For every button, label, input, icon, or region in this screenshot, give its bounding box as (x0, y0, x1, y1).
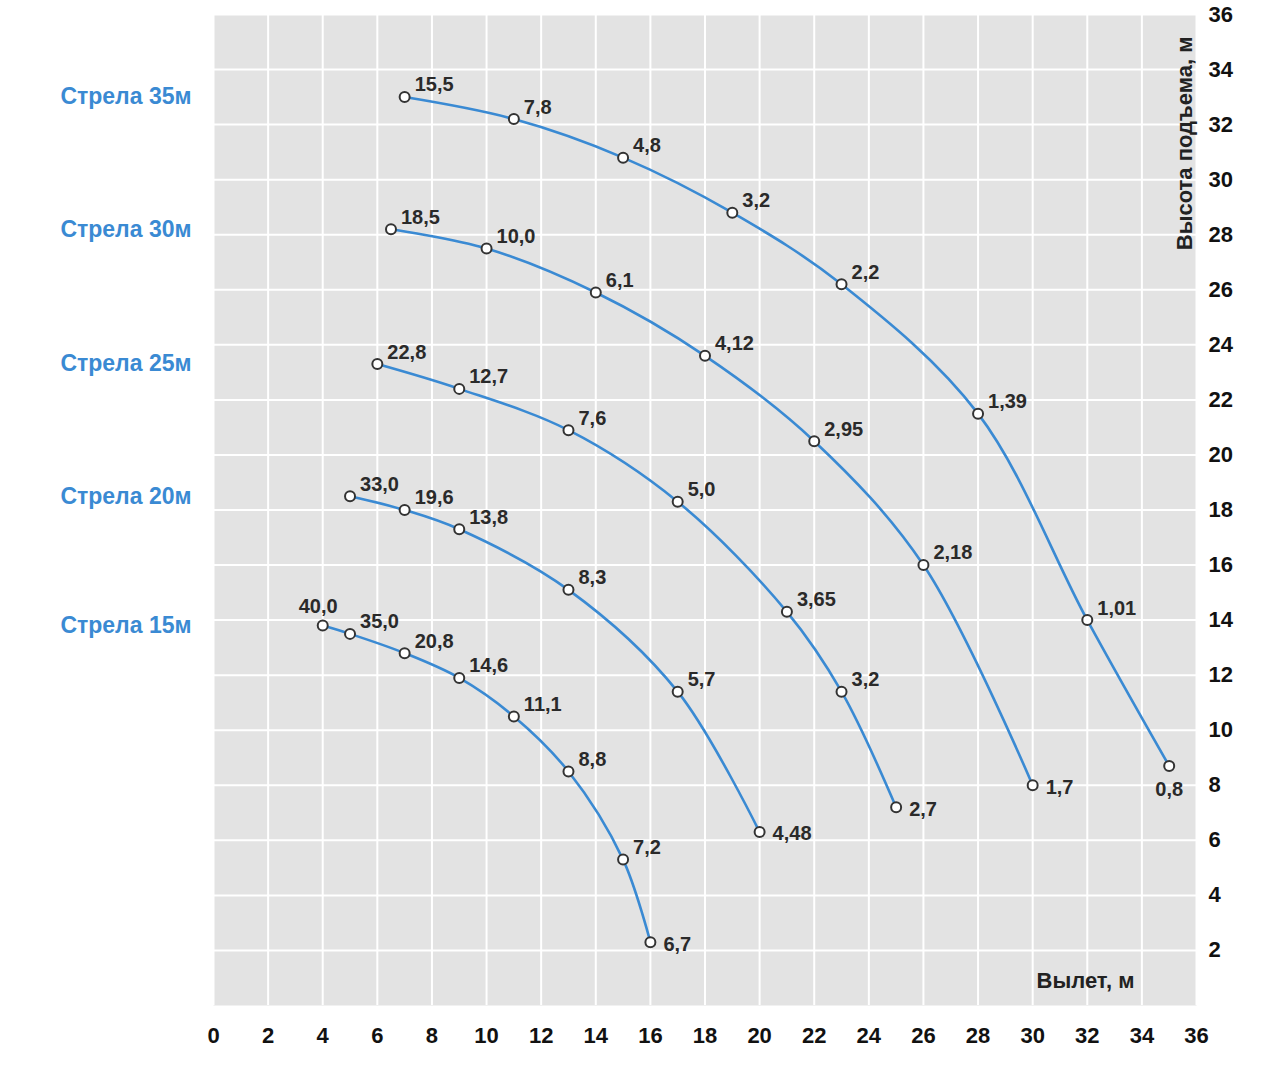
svg-text:30: 30 (1209, 167, 1233, 192)
svg-text:2: 2 (262, 1023, 274, 1048)
svg-text:Вылет, м: Вылет, м (1037, 968, 1135, 993)
svg-text:6: 6 (371, 1023, 383, 1048)
svg-text:3,2: 3,2 (852, 668, 880, 690)
svg-text:33,0: 33,0 (360, 473, 399, 495)
svg-text:6: 6 (1209, 827, 1221, 852)
svg-text:16: 16 (638, 1023, 662, 1048)
svg-text:2: 2 (1209, 937, 1221, 962)
svg-text:7,2: 7,2 (633, 836, 661, 858)
svg-text:18: 18 (1209, 497, 1233, 522)
svg-text:10: 10 (1209, 717, 1233, 742)
svg-text:3,65: 3,65 (797, 588, 836, 610)
svg-text:32: 32 (1075, 1023, 1099, 1048)
svg-text:7,6: 7,6 (578, 407, 606, 429)
svg-text:24: 24 (1209, 332, 1234, 357)
svg-text:14,6: 14,6 (469, 654, 508, 676)
svg-text:14: 14 (584, 1023, 609, 1048)
svg-text:5,0: 5,0 (688, 478, 716, 500)
svg-text:20: 20 (1209, 442, 1233, 467)
svg-text:10: 10 (474, 1023, 498, 1048)
svg-text:1,39: 1,39 (988, 390, 1027, 412)
svg-text:Стрела 25м: Стрела 25м (60, 350, 191, 376)
svg-text:2,2: 2,2 (852, 261, 880, 283)
svg-text:4,12: 4,12 (715, 332, 754, 354)
svg-text:8,8: 8,8 (578, 748, 606, 770)
svg-text:6,1: 6,1 (606, 269, 634, 291)
svg-text:Стрела 15м: Стрела 15м (60, 612, 191, 638)
svg-text:5,7: 5,7 (688, 668, 716, 690)
svg-text:Стрела 35м: Стрела 35м (60, 83, 191, 109)
svg-text:26: 26 (1209, 277, 1233, 302)
svg-text:Стрела 20м: Стрела 20м (60, 483, 191, 509)
svg-text:15,5: 15,5 (415, 73, 454, 95)
svg-text:22: 22 (802, 1023, 826, 1048)
svg-text:2,18: 2,18 (933, 541, 972, 563)
svg-text:4: 4 (1209, 882, 1222, 907)
svg-text:4,8: 4,8 (633, 134, 661, 156)
svg-text:18: 18 (693, 1023, 717, 1048)
svg-text:8: 8 (426, 1023, 438, 1048)
svg-text:28: 28 (1209, 222, 1233, 247)
svg-text:32: 32 (1209, 112, 1233, 137)
svg-text:30: 30 (1020, 1023, 1044, 1048)
svg-text:8: 8 (1209, 772, 1221, 797)
svg-text:10,0: 10,0 (497, 225, 536, 247)
svg-text:28: 28 (966, 1023, 990, 1048)
svg-text:18,5: 18,5 (401, 206, 440, 228)
svg-text:36: 36 (1209, 2, 1233, 27)
svg-text:Стрела 30м: Стрела 30м (60, 216, 191, 242)
svg-text:4,48: 4,48 (773, 822, 812, 844)
svg-text:0: 0 (207, 1023, 219, 1048)
svg-text:34: 34 (1209, 57, 1234, 82)
svg-text:6,7: 6,7 (663, 933, 691, 955)
svg-text:22: 22 (1209, 387, 1233, 412)
svg-text:11,1: 11,1 (524, 693, 562, 715)
svg-text:1,7: 1,7 (1046, 776, 1074, 798)
svg-text:40,0: 40,0 (299, 595, 338, 617)
svg-text:0,8: 0,8 (1155, 778, 1183, 800)
svg-text:8,3: 8,3 (578, 566, 606, 588)
svg-text:12,7: 12,7 (469, 365, 508, 387)
svg-text:7,8: 7,8 (524, 96, 552, 118)
svg-text:20,8: 20,8 (415, 630, 454, 652)
svg-text:13,8: 13,8 (469, 506, 508, 528)
svg-text:16: 16 (1209, 552, 1233, 577)
svg-text:4: 4 (317, 1023, 330, 1048)
svg-text:12: 12 (1209, 662, 1233, 687)
svg-text:22,8: 22,8 (387, 341, 426, 363)
svg-text:Высота подъема, м: Высота подъема, м (1172, 37, 1197, 251)
svg-text:1,01: 1,01 (1097, 597, 1136, 619)
svg-text:19,6: 19,6 (415, 486, 454, 508)
svg-text:36: 36 (1184, 1023, 1208, 1048)
svg-text:20: 20 (747, 1023, 771, 1048)
svg-text:24: 24 (857, 1023, 882, 1048)
svg-text:2,95: 2,95 (824, 418, 863, 440)
svg-text:2,7: 2,7 (909, 798, 937, 820)
svg-text:35,0: 35,0 (360, 610, 399, 632)
svg-text:3,2: 3,2 (742, 189, 770, 211)
svg-text:26: 26 (911, 1023, 935, 1048)
svg-text:34: 34 (1130, 1023, 1155, 1048)
svg-text:14: 14 (1209, 607, 1234, 632)
svg-text:12: 12 (529, 1023, 553, 1048)
